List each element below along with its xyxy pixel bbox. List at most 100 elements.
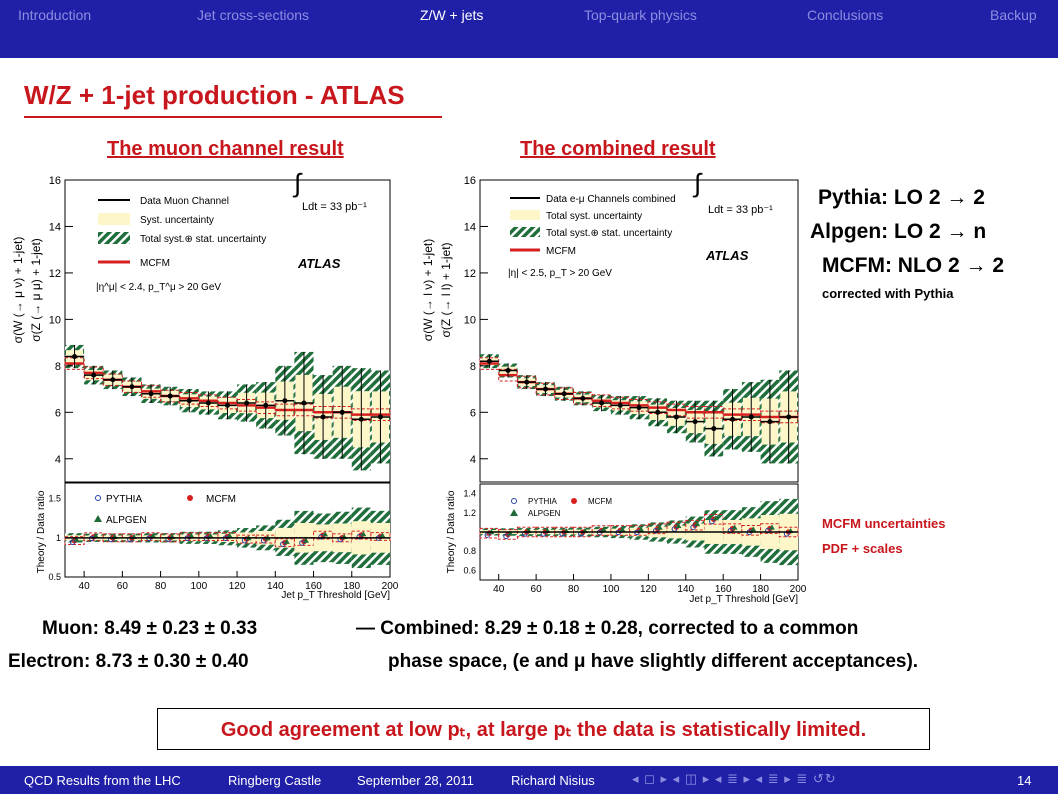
right-data-point-7: [617, 402, 623, 408]
nav-jet-cross-sections[interactable]: Jet cross-sections: [197, 7, 310, 23]
right-data-point-1: [505, 367, 511, 373]
right-ytick-label-10: 10: [464, 314, 476, 326]
muon-channel-plot: σ(W (→ μ ν) + 1-jet) σ(Z (→ μ μ) + 1-jet…: [8, 170, 408, 602]
right-ratio-mcfm-band-15: [760, 523, 780, 534]
right-ratio-mcfm-band-14: [741, 525, 762, 536]
left-ratio-mcfm-band-8: [217, 532, 238, 542]
footer-location: Ringberg Castle: [228, 773, 322, 788]
left-ratio-mcfm-band-5: [160, 533, 181, 543]
left-data-point-1: [91, 372, 97, 378]
left-xtick-label-120: 120: [229, 581, 246, 592]
muon-result: Muon: 8.49 ± 0.23 ± 0.33: [42, 618, 258, 639]
left-lumi: Ldt = 33 pb⁻¹: [302, 201, 367, 213]
left-ratio-alpgen-13: [322, 531, 329, 537]
right-ratio-ytick-0.8: 0.8: [463, 546, 476, 556]
right-ytick-label-6: 6: [470, 407, 476, 419]
right-ratio-pythia-1: [503, 533, 509, 540]
left-data-point-3: [129, 384, 135, 390]
right-main-marks: [479, 354, 799, 464]
left-data-point-4: [148, 391, 154, 397]
right-data-point-11: [692, 419, 698, 425]
right-ratio-pythia-13: [727, 527, 734, 534]
left-ratio-mcfm-marker: [187, 495, 193, 501]
right-ratio-mcfm-band-12: [703, 514, 724, 525]
left-ytick-label-6: 6: [55, 407, 61, 419]
left-ratio-pythia-13: [318, 533, 324, 540]
left-xlabel: Jet p_T Threshold [GeV]: [281, 590, 390, 601]
right-lumi: Ldt = 33 pb⁻¹: [708, 204, 773, 216]
left-ratio-alpgen-8: [226, 532, 233, 538]
pythia-label: Pythia: LO 2 → 2: [818, 186, 985, 209]
right-ratio-mcfm-band-8: [629, 525, 649, 536]
right-ratio-alpgen-6: [600, 526, 607, 532]
right-ratio-alpgen-7: [619, 526, 626, 532]
nav-introduction[interactable]: Introduction: [18, 7, 92, 23]
left-ratio-ytick-1.5: 1.5: [48, 494, 61, 504]
nav-conclusions[interactable]: Conclusions: [807, 7, 884, 23]
title-underline: [24, 116, 442, 118]
right-ratio-legend-mcfm: MCFM: [588, 497, 612, 506]
conclusion-box: Good agreement at low pₜ, at large pₜ th…: [157, 708, 930, 750]
right-ratio-alpgen-9: [656, 524, 663, 530]
right-data-point-2: [524, 379, 530, 385]
right-ratio-pythia-12: [709, 518, 715, 525]
left-ratio-mcfm-band-11: [274, 538, 295, 548]
footer-talk-title: QCD Results from the LHC: [24, 773, 181, 788]
right-ratio-legend-pythia: PYTHIA: [528, 497, 558, 506]
right-ratio-mcfm-band-7: [610, 525, 631, 536]
right-ratio-pythia-0: [484, 532, 491, 538]
right-data-point-16: [786, 414, 792, 420]
right-legend-mcfm: MCFM: [546, 246, 576, 257]
right-data-point-14: [748, 414, 754, 420]
right-data-point-0: [486, 358, 492, 364]
left-data-point-0: [72, 354, 78, 360]
right-data-point-13: [730, 416, 736, 422]
phase-space-note: phase space, (e and μ have slightly diff…: [388, 651, 919, 672]
right-ratio-ytick-0.6: 0.6: [463, 565, 476, 575]
footer-navigation-icons[interactable]: ◂ ◻ ▸ ◂ ◫ ▸ ◂ ≣ ▸ ◂ ≣ ▸ ≣ ↺↻: [632, 771, 837, 786]
right-data-point-10: [673, 414, 679, 420]
right-main-frame: [479, 179, 799, 483]
left-ratio-mcfm-band-6: [179, 532, 200, 542]
combined-result: — Combined: 8.29 ± 0.18 ± 0.28, correcte…: [356, 618, 859, 639]
right-ylabel-top: σ(W (→ l ν) + 1-jet): [421, 239, 435, 341]
left-xtick-label-60: 60: [117, 581, 129, 592]
right-data-point-5: [580, 395, 586, 401]
left-cut-label: |η^μ| < 2.4, p_T^μ > 20 GeV: [96, 282, 221, 293]
left-legend-total-swatch: [98, 232, 130, 244]
left-ytick-label-4: 4: [55, 454, 61, 466]
left-data-point-13: [320, 414, 326, 420]
left-xtick-label-40: 40: [79, 581, 91, 592]
right-xtick-label-120: 120: [640, 584, 657, 595]
left-legend-mcfm: MCFM: [140, 258, 170, 269]
left-ratio-ytick-1: 1: [56, 533, 61, 543]
right-data-point-15: [767, 419, 773, 425]
right-ratio-pythia-11: [690, 524, 696, 531]
left-data-point-15: [358, 416, 364, 422]
right-ratio-alpgen-1: [507, 530, 514, 536]
left-legend-data: Data Muon Channel: [140, 196, 229, 207]
nav-zw-jets[interactable]: Z/W + jets: [420, 7, 484, 23]
footer-bar: QCD Results from the LHC Ringberg Castle…: [0, 766, 1058, 794]
left-ratio-pythia-11: [280, 541, 286, 547]
left-data-point-9: [244, 400, 250, 406]
left-ratio-mcfm-band-3: [121, 533, 142, 543]
left-ratio-legend-pythia: PYTHIA: [106, 494, 142, 505]
nav-backup[interactable]: Backup: [990, 7, 1037, 23]
left-ratio-alpgen-16: [379, 532, 386, 538]
right-ratio-mcfm-band-11: [685, 519, 705, 531]
left-mcfm-band-0: [64, 357, 85, 370]
left-data-point-7: [205, 400, 211, 406]
left-ratio-alpgen-0: [73, 536, 80, 542]
right-x-ticks: 40 60 80 100 120 140 160 180 200: [493, 574, 807, 595]
nav-top-quark-physics[interactable]: Top-quark physics: [584, 7, 697, 23]
right-ratio-alpgen-12: [712, 515, 719, 521]
right-cut-label: |η| < 2.5, p_T > 20 GeV: [508, 268, 612, 279]
right-data-point-6: [599, 400, 605, 406]
left-legend-syst-swatch: [98, 213, 130, 225]
right-xtick-label-60: 60: [531, 584, 543, 595]
right-ratio-mcfm-band-0: [479, 527, 500, 539]
right-ratio-ytick-1.4: 1.4: [463, 489, 476, 499]
right-ytick-label-16: 16: [464, 175, 476, 187]
left-ratio-ytick-0.5: 0.5: [48, 572, 61, 582]
